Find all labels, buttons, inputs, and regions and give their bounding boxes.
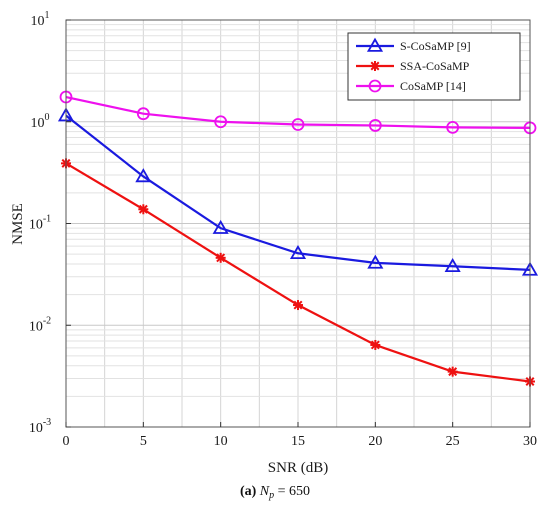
y-tick-label: 10-3 bbox=[29, 417, 51, 436]
data-point-circle bbox=[368, 79, 382, 93]
x-tick-label: 30 bbox=[523, 434, 537, 449]
x-tick-label: 15 bbox=[291, 434, 305, 449]
legend-label: S-CoSaMP [9] bbox=[400, 39, 471, 53]
data-point-triangle bbox=[444, 257, 461, 273]
caption-math-symbol: N bbox=[259, 484, 270, 499]
legend: S-CoSaMP [9] SSA-CoSaMP CoSaMP [14] bbox=[347, 32, 521, 101]
series-line bbox=[65, 95, 531, 130]
data-point-circle bbox=[368, 119, 382, 132]
data-point-star bbox=[370, 61, 380, 71]
data-point-star bbox=[370, 339, 381, 350]
data-point-circle bbox=[214, 115, 228, 129]
series-circle bbox=[59, 90, 537, 135]
data-point-star bbox=[447, 366, 458, 377]
x-tick-label: 0 bbox=[63, 434, 70, 449]
y-tick-label: 101 bbox=[31, 10, 50, 29]
data-point-circle bbox=[291, 118, 305, 131]
data-point-circle bbox=[446, 120, 460, 134]
caption-math-value: = 650 bbox=[274, 484, 311, 499]
legend-label: SSA-CoSaMP bbox=[400, 59, 470, 73]
data-point-star bbox=[138, 204, 149, 215]
x-ticks: 0 5 10 15 20 25 30 bbox=[63, 422, 537, 449]
legend-label: CoSaMP [14] bbox=[400, 79, 466, 93]
y-axis-title: NMSE bbox=[10, 203, 26, 245]
series-line bbox=[65, 114, 531, 271]
figure-caption: (a) Np = 650 bbox=[0, 484, 550, 501]
y-tick-label: 10-1 bbox=[29, 214, 51, 233]
caption-math-subscript: p bbox=[269, 490, 275, 501]
nmse-chart: 0 5 10 15 20 25 30 10-3 10-2 10-1 100 101 SNR (dB)… bbox=[10, 10, 539, 476]
y-tick-label: 100 bbox=[31, 112, 50, 131]
data-point-triangle bbox=[289, 244, 307, 260]
x-tick-label: 10 bbox=[214, 434, 228, 449]
caption-label: (a) bbox=[239, 484, 257, 499]
series-group bbox=[57, 90, 539, 387]
data-point-triangle bbox=[212, 219, 229, 234]
x-axis-title: SNR (dB) bbox=[268, 460, 328, 476]
legend-entry: SSA-CoSaMP bbox=[356, 59, 470, 73]
x-tick-label: 5 bbox=[140, 434, 147, 449]
legend-entry: S-CoSaMP [9] bbox=[356, 37, 471, 53]
data-point-triangle bbox=[367, 254, 384, 269]
x-tick-label: 20 bbox=[368, 434, 382, 449]
data-point-triangle bbox=[135, 168, 152, 183]
y-tick-label: 10-2 bbox=[29, 315, 51, 334]
data-point-circle bbox=[136, 107, 150, 121]
data-point-star bbox=[215, 252, 226, 263]
x-tick-label: 25 bbox=[446, 434, 460, 449]
data-point-star bbox=[293, 300, 303, 311]
data-point-triangle bbox=[366, 37, 384, 52]
legend-entry: CoSaMP [14] bbox=[356, 79, 466, 93]
y-ticks: 10-3 10-2 10-1 100 101 bbox=[29, 10, 71, 436]
